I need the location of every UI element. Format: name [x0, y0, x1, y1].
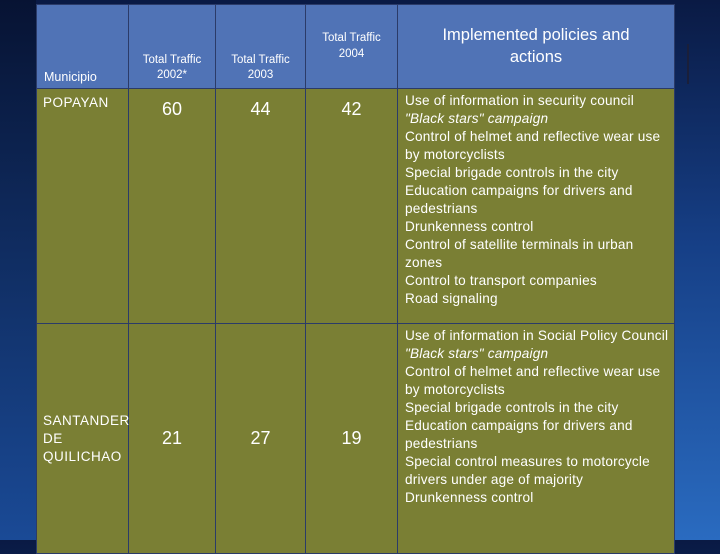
action-item: Special brigade controls in the city: [405, 165, 619, 180]
header-traffic-2004: Total Traffic 2004: [305, 4, 398, 89]
header-traffic-2002: Total Traffic 2002*: [128, 4, 216, 89]
action-item: Drunkenness control: [405, 219, 534, 234]
traffic-2004-cell: 19: [305, 323, 398, 554]
header-traffic-2003: Total Traffic 2003: [215, 4, 306, 89]
table-header-row: Municipio Total Traffic 2002* Total Traf…: [36, 4, 675, 89]
action-item: Drunkenness control: [405, 490, 534, 505]
header-policies: Implemented policies and actions: [397, 4, 675, 89]
action-item: "Black stars" campaign: [405, 111, 549, 126]
action-item: Control of helmet and reflective wear us…: [405, 364, 661, 397]
action-item: Control of helmet and reflective wear us…: [405, 129, 661, 162]
traffic-2003-cell: 27: [215, 323, 306, 554]
traffic-2003-cell: 44: [215, 88, 306, 324]
actions-cell: Use of information in Social Policy Coun…: [397, 323, 675, 554]
header-traffic-2004-line1: Total Traffic: [322, 31, 381, 44]
action-item: Control to transport companies: [405, 273, 597, 288]
municipio-cell: POPAYAN: [36, 88, 129, 324]
header-policies-line1: Implemented policies and: [442, 26, 630, 45]
header-policies-line2: actions: [509, 47, 563, 66]
actions-cell: Use of information in security council "…: [397, 88, 675, 324]
traffic-2002-cell: 60: [128, 88, 216, 324]
table-row: SANTANDER DE QUILICHAO 21 27 19 Use of i…: [36, 323, 675, 554]
header-traffic-2003-line2: 2003: [247, 69, 274, 82]
traffic-2004-cell: 42: [305, 88, 398, 324]
action-item: Use of information in security council: [405, 93, 634, 108]
header-traffic-2004-line2: 2004: [338, 47, 365, 60]
municipio-cell: SANTANDER DE QUILICHAO: [36, 323, 129, 554]
action-item: "Black stars" campaign: [405, 346, 549, 361]
slide-left-edge: [0, 0, 36, 540]
action-item: Education campaigns for drivers and pede…: [405, 183, 633, 216]
action-item: Special brigade controls in the city: [405, 400, 619, 415]
traffic-policies-table: Municipio Total Traffic 2002* Total Traf…: [36, 4, 675, 554]
action-item: Use of information in Social Policy Coun…: [405, 328, 669, 343]
header-traffic-2002-line1: Total Traffic: [142, 53, 202, 66]
table-row: POPAYAN 60 44 42 Use of information in s…: [36, 88, 675, 324]
action-item: Special control measures to motorcycle d…: [405, 454, 650, 487]
action-item: Education campaigns for drivers and pede…: [405, 418, 633, 451]
traffic-2002-cell: 21: [128, 323, 216, 554]
header-municipio: Municipio: [36, 4, 129, 89]
action-item: Control of satellite terminals in urban …: [405, 237, 634, 270]
slide-accent-bar: [687, 44, 689, 84]
action-item: Road signaling: [405, 291, 498, 306]
header-traffic-2002-line2: 2002*: [156, 69, 188, 82]
header-traffic-2003-line1: Total Traffic: [231, 53, 290, 66]
